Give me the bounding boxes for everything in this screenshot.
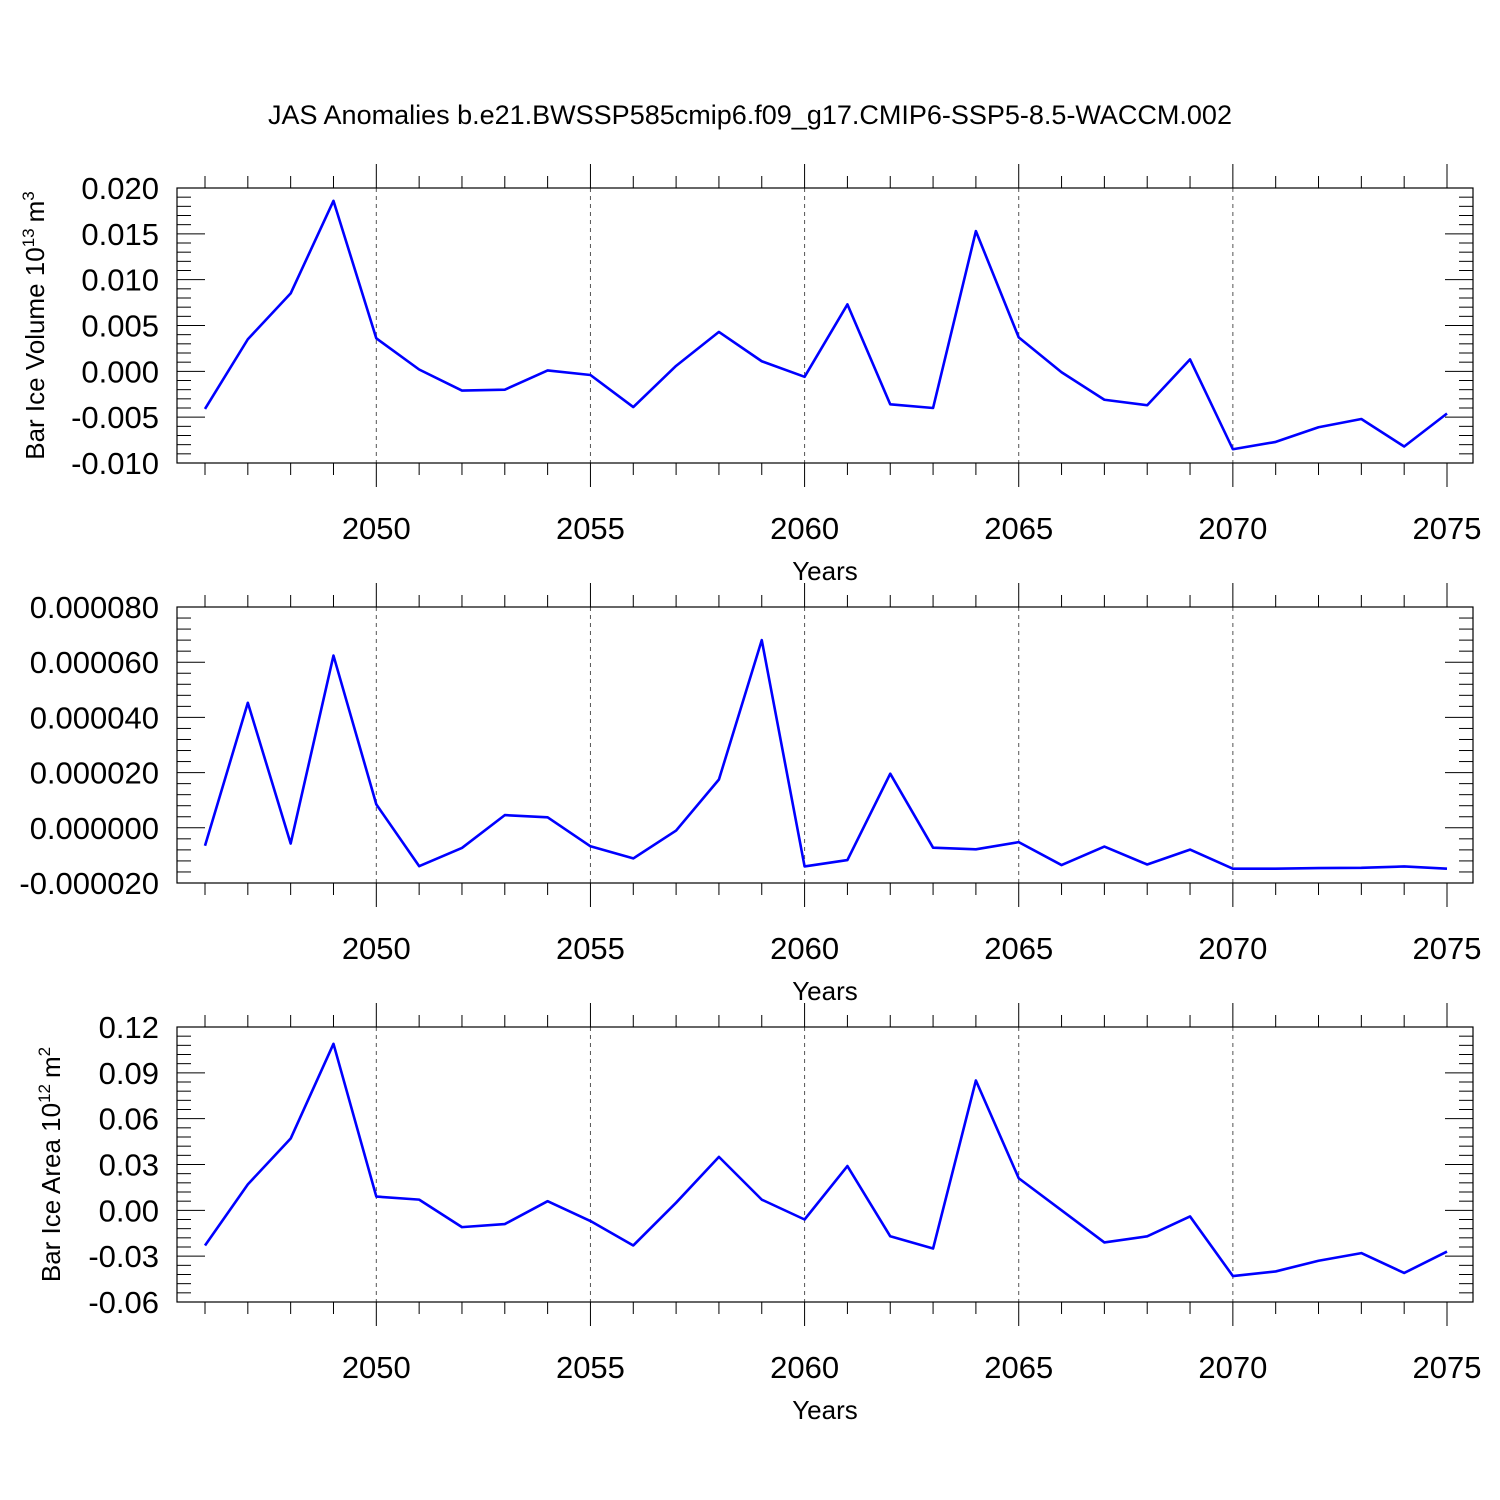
x-tick-label: 2065: [984, 511, 1053, 546]
x-tick-label: 2050: [342, 511, 411, 546]
x-tick-label: 2050: [342, 1350, 411, 1385]
x-tick-label: 2060: [770, 511, 839, 546]
y-tick-label: -0.000020: [19, 866, 159, 901]
y-axis-title-unit-exponent: 3: [19, 191, 38, 200]
plot-frame: [176, 606, 1474, 884]
y-tick-label: -0.06: [88, 1285, 159, 1320]
y-tick-label: 0.000000: [30, 811, 159, 846]
x-tick-label: 2070: [1198, 931, 1267, 966]
x-axis-title: Years: [792, 1395, 858, 1425]
x-tick-label: 2055: [556, 1350, 625, 1385]
x-tick-label: 2075: [1413, 1350, 1482, 1385]
y-axis-title: Bar Ice Volume 1013 m3: [19, 191, 50, 460]
x-axis-title: Years: [792, 556, 858, 586]
y-axis-title-exponent: 13: [19, 228, 38, 247]
y-axis-title-unit-exponent: 2: [35, 1047, 54, 1056]
x-tick-label: 2055: [556, 511, 625, 546]
x-tick-label: 2070: [1198, 1350, 1267, 1385]
y-tick-label: -0.010: [71, 446, 159, 481]
series-line: [203, 1042, 1448, 1278]
y-tick-label: 0.09: [99, 1056, 159, 1091]
y-tick-label: 0.020: [81, 171, 159, 206]
x-tick-label: 2055: [556, 931, 625, 966]
y-tick-label: 0.005: [81, 309, 159, 344]
chart-title: JAS Anomalies b.e21.BWSSP585cmip6.f09_g1…: [268, 100, 1232, 130]
y-axis-title-unit: m: [36, 1056, 66, 1078]
x-tick-label: 2075: [1413, 511, 1482, 546]
y-tick-label: 0.000060: [30, 645, 159, 680]
chart-panel-1: -0.010 -0.005 0.000 0.005 0.010 0.015 0.020 205…: [19, 164, 1481, 586]
y-tick-label: 0.000: [81, 354, 159, 389]
y-tick-label: 0.12: [99, 1010, 159, 1045]
y-axis-title-main: Bar Ice Volume 10: [20, 247, 50, 459]
x-tick-label: 2060: [770, 1350, 839, 1385]
y-tick-label: 0.015: [81, 217, 159, 252]
y-tick-label: 0.000040: [30, 700, 159, 735]
y-tick-label: 0.000080: [30, 590, 159, 625]
series-line: [203, 199, 1448, 451]
x-tick-label: 2065: [984, 1350, 1053, 1385]
y-axis-title-unit: m: [20, 201, 50, 223]
chart-panel-3: -0.06 -0.03 0.00 0.03 0.06 0.09 0.12 2050 2055 20…: [35, 1003, 1481, 1425]
x-tick-label: 2070: [1198, 511, 1267, 546]
series-line: [203, 638, 1448, 870]
y-tick-label: -0.03: [88, 1239, 159, 1274]
y-tick-label: 0.03: [99, 1148, 159, 1183]
y-tick-label: 0.00: [99, 1193, 159, 1228]
y-tick-label: -0.005: [71, 400, 159, 435]
y-tick-label: 0.06: [99, 1102, 159, 1137]
x-tick-label: 2050: [342, 931, 411, 966]
x-axis-title: Years: [792, 976, 858, 1006]
x-tick-label: 2075: [1413, 931, 1482, 966]
y-axis-title: Bar Ice Area 1012 m2: [35, 1047, 66, 1282]
plot-frame: [176, 1026, 1474, 1303]
y-tick-label: 0.000020: [30, 756, 159, 791]
x-tick-label: 2060: [770, 931, 839, 966]
x-tick-label: 2065: [984, 931, 1053, 966]
y-tick-label: 0.010: [81, 263, 159, 298]
y-axis-title-main: Bar Ice Area 10: [36, 1103, 66, 1282]
chart-panel-2: -0.000020 0.000000 0.000020 0.000040 0.00006…: [19, 583, 1481, 1006]
y-axis-title-exponent: 12: [35, 1084, 54, 1103]
